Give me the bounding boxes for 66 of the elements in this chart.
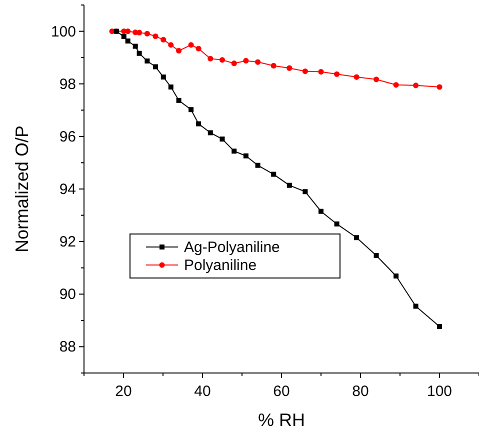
point bbox=[374, 253, 379, 258]
point bbox=[176, 98, 182, 103]
point bbox=[136, 30, 142, 36]
point bbox=[255, 59, 261, 65]
x-axis-title: % RH bbox=[258, 410, 306, 430]
point bbox=[220, 136, 225, 142]
point bbox=[271, 172, 276, 177]
point bbox=[318, 68, 324, 75]
point bbox=[286, 65, 292, 71]
point bbox=[243, 58, 249, 64]
point bbox=[168, 84, 174, 90]
point bbox=[413, 82, 419, 88]
x-tick-label: 60 bbox=[273, 383, 290, 400]
point bbox=[374, 76, 380, 82]
x-tick-label: 80 bbox=[352, 383, 369, 400]
x-tick-label: 40 bbox=[194, 383, 211, 400]
point bbox=[302, 189, 308, 194]
point bbox=[160, 36, 166, 42]
point bbox=[188, 107, 194, 112]
point bbox=[176, 48, 182, 54]
point bbox=[196, 121, 202, 126]
point bbox=[208, 56, 214, 62]
y-tick-label: 92 bbox=[59, 234, 76, 251]
point bbox=[286, 182, 292, 188]
point bbox=[219, 57, 226, 63]
y-tick-label: 96 bbox=[59, 128, 76, 146]
point bbox=[243, 153, 248, 158]
point bbox=[152, 33, 158, 40]
point bbox=[132, 44, 138, 49]
point bbox=[208, 130, 213, 136]
x-tick-label: 20 bbox=[115, 383, 132, 400]
point bbox=[334, 71, 340, 77]
point bbox=[334, 221, 340, 226]
point bbox=[231, 60, 237, 66]
point bbox=[188, 42, 194, 48]
point bbox=[144, 30, 150, 36]
point bbox=[354, 74, 360, 80]
point bbox=[437, 324, 442, 329]
point bbox=[318, 208, 324, 214]
y-tick-label: 94 bbox=[59, 181, 76, 198]
point bbox=[354, 235, 360, 240]
point bbox=[255, 162, 260, 168]
point bbox=[302, 68, 308, 74]
point bbox=[232, 148, 237, 154]
point bbox=[393, 82, 399, 88]
point bbox=[125, 38, 130, 44]
y-tick-label: 88 bbox=[59, 338, 76, 356]
x-tick-label: 100 bbox=[426, 383, 452, 400]
y-tick-label: 98 bbox=[59, 76, 76, 93]
point bbox=[152, 64, 158, 70]
point bbox=[270, 62, 276, 69]
point bbox=[394, 274, 399, 279]
point bbox=[121, 34, 126, 40]
point bbox=[136, 50, 142, 56]
point bbox=[144, 58, 150, 64]
point bbox=[196, 46, 202, 52]
legend-label: Polyaniline bbox=[184, 257, 257, 274]
point bbox=[436, 84, 442, 90]
point bbox=[413, 304, 418, 309]
point bbox=[168, 42, 174, 48]
y-tick-label: 90 bbox=[59, 286, 76, 304]
y-axis-title: Normalized O/P bbox=[12, 125, 32, 253]
point bbox=[125, 28, 131, 34]
y-tick-label: 100 bbox=[50, 23, 76, 40]
legend-label: Ag-Polyaniline bbox=[184, 239, 280, 256]
point bbox=[160, 74, 166, 80]
